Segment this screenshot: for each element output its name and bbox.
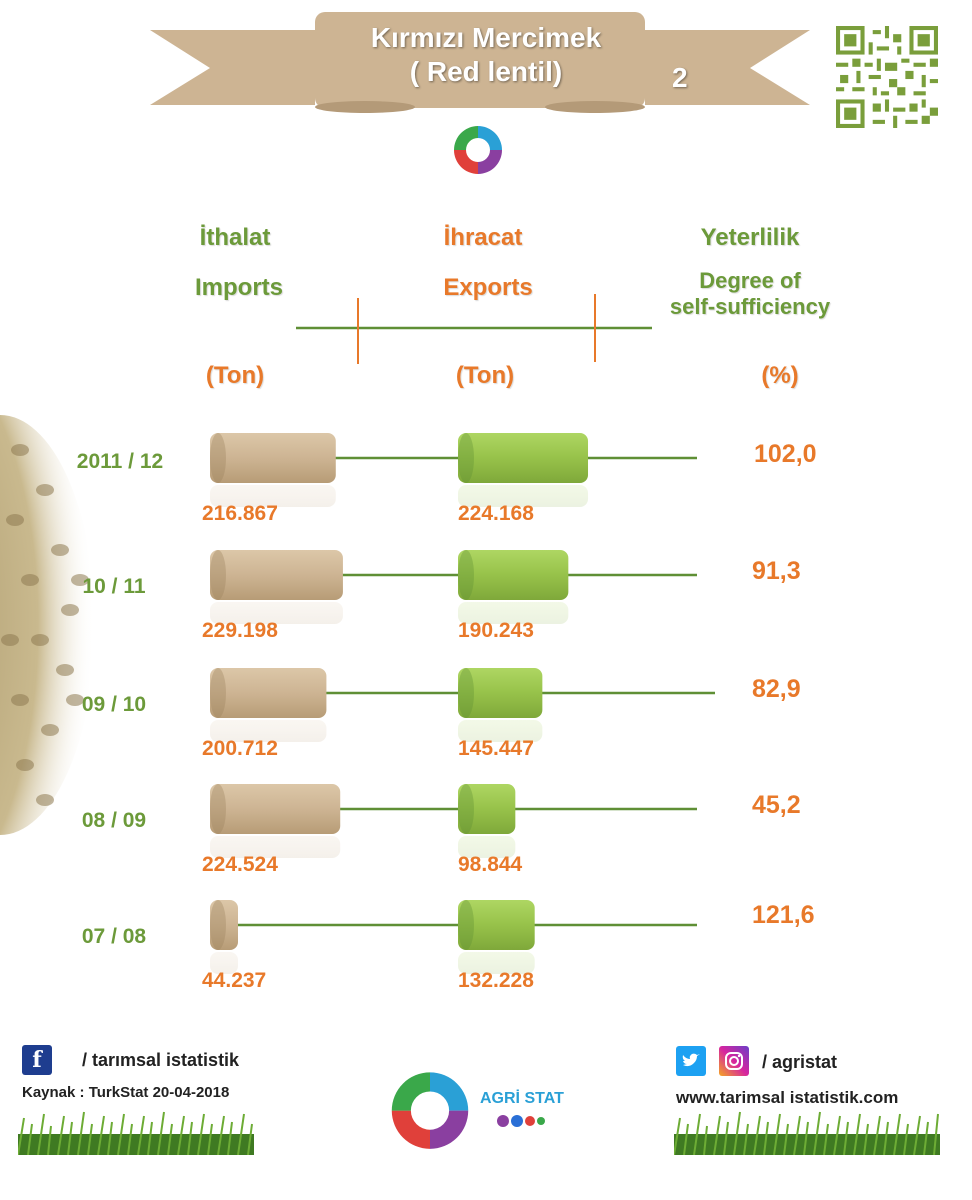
export-value-label: 190.243 (458, 619, 534, 642)
import-bar (210, 900, 238, 974)
import-value-label: 44.237 (202, 969, 267, 992)
website-link[interactable]: www.tarimsal istatistik.com (676, 1088, 899, 1107)
page-number: 2 (672, 62, 688, 93)
export-bar (458, 433, 589, 507)
year-label: 07 / 08 (81, 925, 147, 948)
source-note: Kaynak : TurkStat 20-04-2018 (22, 1084, 230, 1101)
import-value-label: 229.198 (202, 619, 278, 642)
year-label: 10 / 11 (82, 575, 146, 598)
import-value-label: 200.712 (202, 737, 278, 760)
qr-code-icon[interactable] (836, 26, 938, 128)
export-value-label: 224.168 (458, 502, 534, 525)
unit-imports: (Ton) (205, 362, 265, 389)
year-label: 08 / 09 (81, 809, 147, 832)
export-value-label: 145.447 (458, 737, 534, 760)
header-sufficiency-en-2: self-sufficiency (669, 294, 831, 319)
unit-percent: (%) (761, 362, 799, 389)
export-bar (458, 668, 543, 742)
agristat-logo-icon (391, 1072, 469, 1149)
title-line-2: ( Red lentil) (409, 56, 563, 87)
self-sufficiency-value: 45,2 (752, 791, 801, 819)
title-line-1: Kırmızı Mercimek (370, 22, 602, 53)
export-bar (458, 784, 516, 858)
header-exports-en: Exports (443, 274, 533, 301)
export-bar (458, 550, 569, 624)
year-label: 2011 / 12 (76, 450, 164, 473)
import-bar (210, 433, 336, 507)
unit-exports: (Ton) (455, 362, 515, 389)
logo-dots-icon (497, 1115, 545, 1127)
import-bar (210, 784, 341, 858)
title-banner (150, 12, 810, 113)
import-bar (210, 668, 327, 742)
import-bar (210, 550, 343, 624)
grass-left-decoration (18, 1111, 254, 1155)
twitter-icon[interactable] (676, 1046, 706, 1076)
social-handle[interactable]: / agristat (762, 1052, 838, 1072)
header-imports-tr: İthalat (199, 224, 271, 251)
export-value-label: 98.844 (458, 853, 523, 876)
import-value-label: 224.524 (202, 853, 278, 876)
header-divider (296, 294, 652, 364)
header-sufficiency-en-1: Degree of (699, 268, 801, 293)
export-bar (458, 900, 535, 974)
self-sufficiency-value: 91,3 (752, 557, 801, 585)
instagram-icon[interactable] (719, 1046, 749, 1076)
grass-right-decoration (674, 1111, 940, 1155)
export-value-label: 132.228 (458, 969, 534, 992)
agristat-logo-text: AGRİ STAT (480, 1090, 564, 1107)
facebook-handle[interactable]: / tarımsal istatistik (82, 1050, 240, 1070)
header-imports-en: Imports (194, 274, 283, 301)
self-sufficiency-value: 121,6 (752, 901, 815, 929)
self-sufficiency-value: 102,0 (754, 440, 817, 468)
facebook-icon[interactable]: f (22, 1045, 52, 1075)
agristat-swirl-icon (454, 126, 502, 174)
header-exports-tr: İhracat (443, 224, 523, 251)
self-sufficiency-value: 82,9 (752, 675, 801, 703)
header-sufficiency-tr: Yeterlilik (700, 224, 800, 251)
year-label: 09 / 10 (81, 693, 147, 716)
import-value-label: 216.867 (202, 502, 278, 525)
lentil-trade-chart (210, 433, 715, 974)
lentil-pile-image (0, 415, 95, 835)
